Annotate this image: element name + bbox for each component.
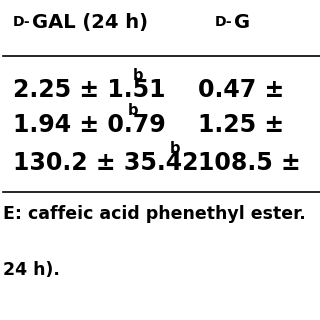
- Text: 1.25 ±: 1.25 ±: [198, 113, 284, 137]
- Text: 2.25 ± 1.51: 2.25 ± 1.51: [13, 78, 165, 102]
- Text: D-: D-: [214, 15, 232, 29]
- Text: 1.94 ± 0.79: 1.94 ± 0.79: [13, 113, 165, 137]
- Text: G: G: [234, 13, 250, 32]
- Text: b: b: [133, 68, 143, 83]
- Text: b: b: [170, 141, 180, 156]
- Text: 108.5 ±: 108.5 ±: [198, 151, 301, 175]
- Text: 130.2 ± 35.42: 130.2 ± 35.42: [13, 151, 198, 175]
- Text: b: b: [128, 103, 139, 118]
- Text: GAL (24 h): GAL (24 h): [32, 13, 148, 32]
- Text: 0.47 ±: 0.47 ±: [198, 78, 285, 102]
- Text: 24 h).: 24 h).: [3, 261, 60, 279]
- Text: E: caffeic acid phenethyl ester.: E: caffeic acid phenethyl ester.: [3, 205, 306, 223]
- Text: D-: D-: [13, 15, 30, 29]
